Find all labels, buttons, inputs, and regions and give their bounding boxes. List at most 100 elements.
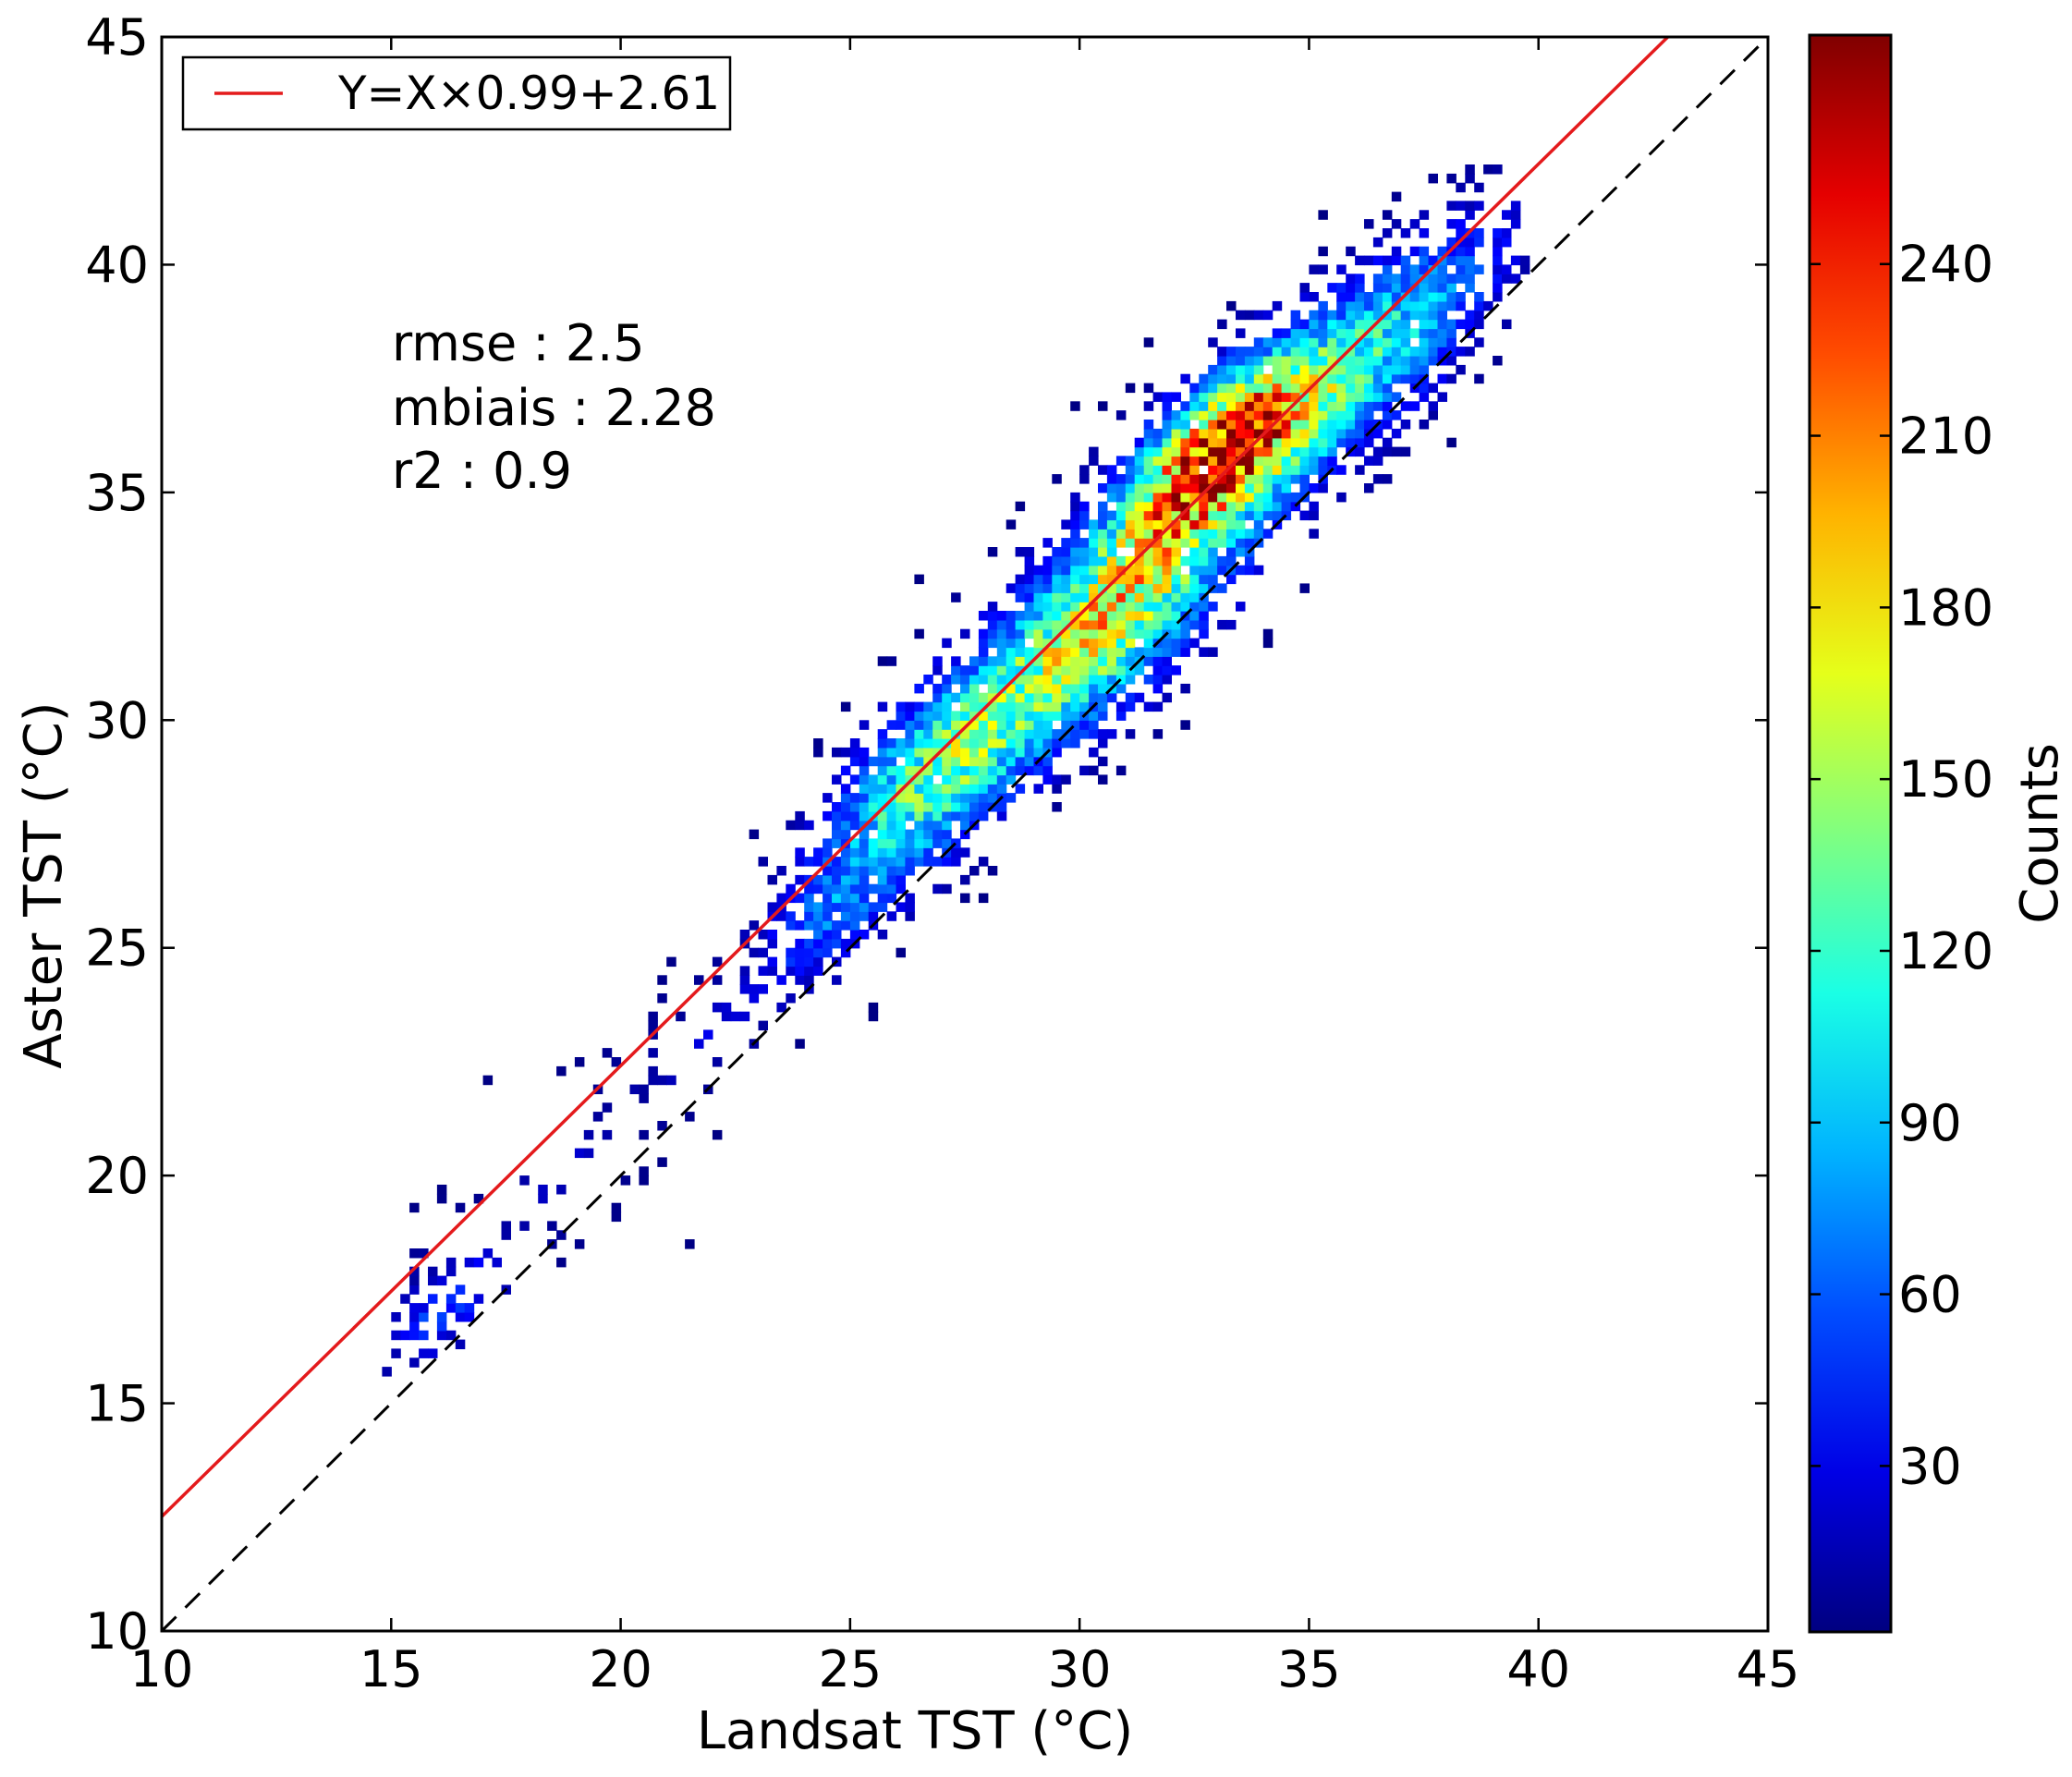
heatmap-cell xyxy=(1382,264,1393,274)
heatmap-cell xyxy=(1244,364,1255,375)
heatmap-cell xyxy=(1061,638,1071,649)
heatmap-cell xyxy=(1336,347,1347,357)
heatmap-cell xyxy=(1372,292,1383,302)
heatmap-cell xyxy=(1281,328,1292,338)
heatmap-cell xyxy=(473,1294,484,1304)
heatmap-cell xyxy=(1033,784,1043,794)
heatmap-cell xyxy=(749,920,760,931)
heatmap-cell xyxy=(1419,420,1430,430)
heatmap-cell xyxy=(1409,300,1420,311)
heatmap-cell xyxy=(1244,373,1255,384)
heatmap-cell xyxy=(1409,356,1420,366)
heatmap-cell xyxy=(1042,720,1053,730)
heatmap-cell xyxy=(914,829,924,840)
heatmap-cell xyxy=(1180,602,1190,612)
heatmap-cell xyxy=(1106,583,1117,593)
heatmap-cell xyxy=(1272,465,1283,475)
heatmap-cell xyxy=(1428,356,1438,366)
heatmap-cell xyxy=(1281,501,1292,512)
heatmap-cell xyxy=(804,947,814,958)
heatmap-cell xyxy=(1143,501,1154,512)
heatmap-cell xyxy=(1115,456,1127,466)
heatmap-cell xyxy=(886,765,897,776)
heatmap-cell xyxy=(823,947,833,958)
heatmap-cell xyxy=(813,857,823,867)
heatmap-cell xyxy=(1189,465,1200,475)
heatmap-cell xyxy=(1115,628,1127,639)
heatmap-cell xyxy=(1217,420,1227,430)
heatmap-cell xyxy=(832,829,842,840)
heatmap-cell xyxy=(1162,647,1172,657)
heatmap-cell xyxy=(1400,328,1411,338)
heatmap-cell xyxy=(804,938,814,949)
heatmap-cell xyxy=(1024,729,1035,739)
heatmap-cell xyxy=(1299,356,1310,366)
heatmap-cell xyxy=(1253,529,1264,539)
heatmap-cell xyxy=(1079,647,1090,657)
heatmap-cell xyxy=(932,729,943,739)
heatmap-cell xyxy=(804,883,814,895)
heatmap-cell xyxy=(1098,692,1108,703)
heatmap-cell xyxy=(1510,219,1521,229)
heatmap-cell xyxy=(1171,456,1181,466)
heatmap-cell xyxy=(1052,592,1062,602)
heatmap-cell xyxy=(978,729,989,739)
heatmap-cell xyxy=(1134,574,1145,585)
heatmap-cell xyxy=(1456,255,1466,266)
heatmap-cell xyxy=(1006,701,1017,712)
heatmap-cell xyxy=(1299,437,1310,448)
heatmap-cell xyxy=(1180,501,1190,512)
density-heatmap xyxy=(382,164,1530,1377)
heatmap-cell xyxy=(1171,592,1181,602)
heatmap-cell xyxy=(419,1330,429,1341)
heatmap-cell xyxy=(978,747,989,758)
heatmap-cell xyxy=(1346,347,1356,357)
heatmap-cell xyxy=(1318,347,1328,357)
heatmap-cell xyxy=(987,602,998,612)
heatmap-cell xyxy=(1465,237,1475,248)
heatmap-cell xyxy=(1355,292,1365,302)
heatmap-cell xyxy=(1061,656,1071,666)
heatmap-cell xyxy=(1281,420,1292,430)
x-tick-label: 20 xyxy=(589,1640,652,1698)
heatmap-cell xyxy=(1015,628,1026,639)
heatmap-cell xyxy=(428,1294,438,1304)
heatmap-cell xyxy=(1052,656,1062,666)
heatmap-cell xyxy=(455,1339,466,1350)
heatmap-cell xyxy=(849,930,860,940)
heatmap-cell xyxy=(1033,602,1043,612)
heatmap-cell xyxy=(1346,364,1356,375)
heatmap-cell xyxy=(1336,356,1347,366)
heatmap-cell xyxy=(1364,437,1374,448)
heatmap-cell xyxy=(942,711,952,721)
heatmap-cell xyxy=(969,784,980,794)
heatmap-cell xyxy=(1115,638,1127,649)
heatmap-cell xyxy=(1465,274,1475,284)
heatmap-cell xyxy=(1052,574,1062,585)
heatmap-cell xyxy=(1290,337,1301,347)
heatmap-cell xyxy=(914,847,924,858)
heatmap-cell xyxy=(905,893,915,904)
heatmap-cell xyxy=(556,1257,567,1268)
heatmap-cell xyxy=(1152,529,1164,539)
heatmap-cell xyxy=(1199,628,1209,639)
heatmap-cell xyxy=(1446,356,1456,366)
heatmap-cell xyxy=(1437,392,1447,402)
heatmap-cell xyxy=(932,857,943,867)
heatmap-cell xyxy=(1033,683,1043,694)
heatmap-cell xyxy=(1152,611,1164,621)
heatmap-cell xyxy=(996,638,1007,649)
heatmap-cell xyxy=(1355,310,1365,321)
identity-line-dashed xyxy=(160,35,1770,1633)
heatmap-cell xyxy=(1143,628,1154,639)
heatmap-cell xyxy=(1419,392,1430,402)
heatmap-cell xyxy=(969,729,980,739)
heatmap-cell xyxy=(951,793,961,803)
heatmap-cell xyxy=(1391,328,1402,338)
heatmap-cell xyxy=(1217,501,1227,512)
heatmap-cell xyxy=(703,1029,713,1040)
heatmap-cell xyxy=(1446,328,1456,338)
heatmap-cell xyxy=(712,1002,723,1013)
heatmap-cell xyxy=(1098,583,1108,593)
heatmap-cell xyxy=(951,592,961,602)
